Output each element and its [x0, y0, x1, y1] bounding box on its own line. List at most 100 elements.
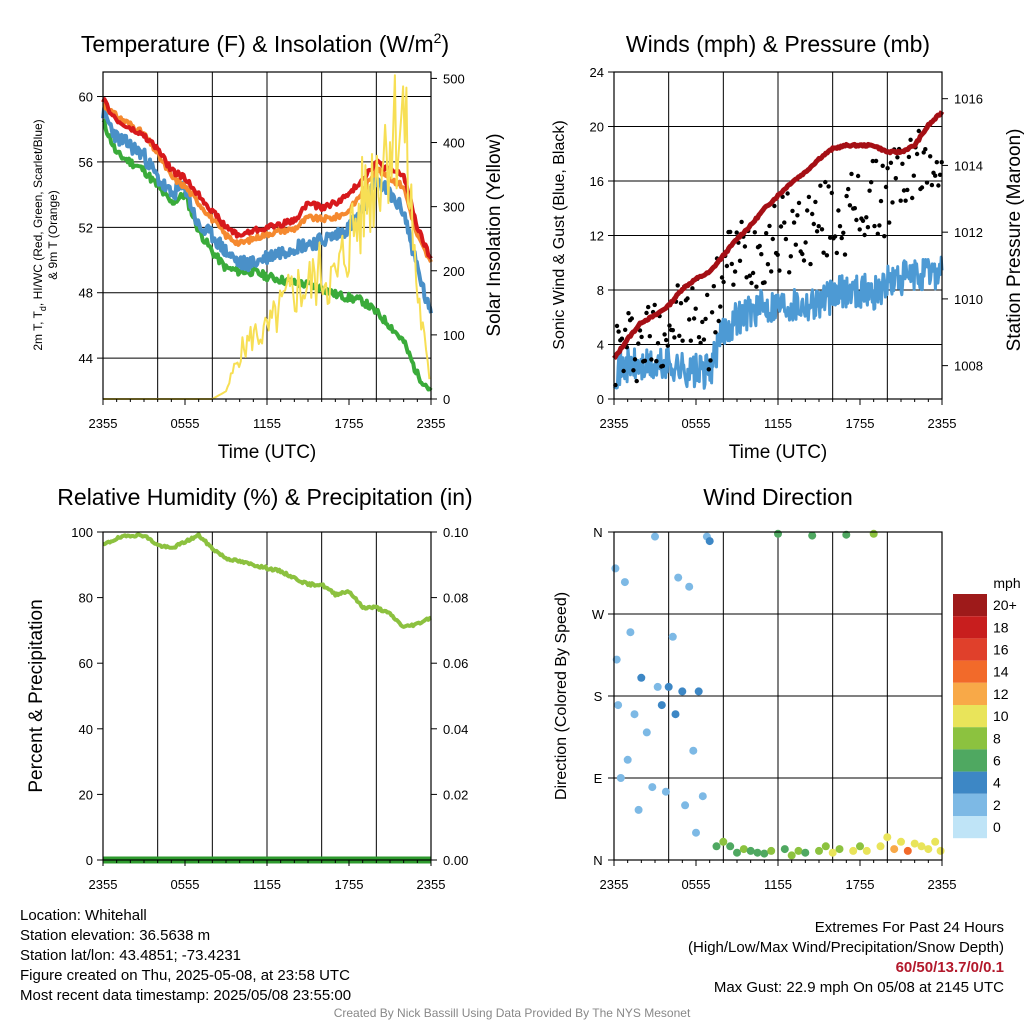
- gust-point-13: [634, 378, 639, 384]
- direction-point-44: [815, 846, 823, 855]
- gust-point-94: [767, 223, 772, 229]
- humidity-rtick-label-2: 0.04: [443, 722, 468, 737]
- gust-point-25: [654, 359, 659, 364]
- station-info: Location: Whitehall Station elevation: 3…: [20, 906, 351, 1006]
- gust-point-102: [780, 194, 785, 199]
- gust-point-117: [805, 208, 810, 213]
- colorbar-label-9: 2: [993, 797, 1001, 813]
- direction-ytick-label-2: S: [594, 689, 603, 704]
- gust-point-153: [864, 215, 869, 220]
- gust-point-59: [709, 310, 715, 315]
- pressure-line: [612, 110, 945, 361]
- figure-created: Figure created on Thu, 2025-05-08, at 23…: [20, 967, 350, 984]
- gust-point-88: [757, 243, 762, 249]
- humidity-xtick-label-0: 2355: [89, 877, 118, 892]
- temperature-xtick-label-3: 1755: [335, 416, 364, 431]
- gust-point-175: [900, 161, 905, 166]
- humidity-xtick-label-4: 2355: [417, 877, 446, 892]
- direction-point-28: [705, 537, 714, 546]
- humidity-ytick-label-4: 80: [79, 591, 93, 606]
- temperature-xtick-label-0: 2355: [89, 416, 118, 431]
- temperature-xtick-label-1: 0555: [171, 416, 200, 431]
- humidity-rtick-label-5: 0.10: [443, 525, 468, 540]
- humidity-xtick-label-1: 0555: [171, 877, 200, 892]
- gust-point-134: [832, 234, 838, 239]
- gust-point-93: [765, 262, 771, 267]
- gust-point-36: [672, 335, 677, 340]
- direction-ylabel-left: Direction (Colored By Speed): [553, 592, 570, 800]
- gust-point-85: [752, 230, 757, 235]
- winds-rtick-label-4: 1016: [954, 92, 983, 107]
- winds-ylabel-left: Sonic Wind & Gust (Blue, Black): [551, 120, 568, 349]
- gust-point-108: [790, 208, 795, 214]
- gust-point-198: [937, 172, 943, 177]
- gust-point-20: [646, 304, 651, 310]
- gust-point-162: [878, 198, 884, 204]
- gust-point-178: [905, 187, 910, 193]
- direction-point-57: [903, 846, 912, 855]
- temperature-xtick-label-4: 2355: [417, 416, 446, 431]
- direction-point-48: [842, 530, 851, 539]
- direction-point-24: [692, 828, 700, 837]
- humidity-ytick-label-5: 100: [71, 525, 93, 540]
- gust-point-39: [677, 333, 682, 338]
- gust-point-56: [705, 292, 710, 298]
- colorbar-swatch-6: [953, 727, 987, 750]
- gust-point-11: [631, 368, 636, 373]
- colorbar-swatch-5: [953, 705, 987, 728]
- gust-point-172: [895, 155, 900, 160]
- gust-point-82: [747, 273, 752, 278]
- station-location: Location: Whitehall: [20, 907, 147, 924]
- humidity-line: [102, 532, 432, 629]
- gust-point-73: [732, 269, 738, 274]
- direction-point-50: [856, 842, 864, 851]
- gust-point-61: [713, 330, 718, 335]
- winds-ytick-label-0: 0: [597, 392, 604, 407]
- gust-point-125: [818, 183, 823, 188]
- gust-point-76: [737, 258, 743, 263]
- gust-point-110: [793, 242, 798, 247]
- temperature-ylabel-left: 2m T, Td, HI/WC (Red, Green, Scarlet/Blu…: [31, 119, 48, 350]
- direction-point-30: [719, 837, 728, 846]
- direction-point-36: [760, 849, 769, 858]
- gust-point-144: [849, 171, 854, 177]
- winds-rtick-label-1: 1010: [954, 292, 983, 307]
- winds-xlabel: Time (UTC): [729, 442, 828, 463]
- gust-point-19: [644, 310, 649, 316]
- extremes-values: 60/50/13.7/0/0.1: [895, 959, 1004, 976]
- gust-point-60: [711, 284, 716, 289]
- gust-point-155: [867, 188, 872, 193]
- direction-point-2: [614, 701, 623, 710]
- direction-point-41: [794, 846, 803, 855]
- gust-point-169: [890, 200, 895, 205]
- colorbar-swatch-10: [953, 816, 987, 839]
- temperature-xlabel: Time (UTC): [218, 442, 317, 463]
- gust-point-115: [801, 258, 807, 263]
- direction-point-60: [924, 845, 933, 854]
- gust-point-123: [814, 229, 820, 234]
- gust-point-118: [806, 194, 812, 200]
- direction-point-59: [917, 842, 926, 851]
- direction-ytick-label-0: N: [593, 853, 602, 868]
- gust-point-126: [819, 227, 825, 232]
- gust-point-46: [688, 338, 693, 343]
- gust-point-158: [872, 223, 877, 229]
- colorbar-label-10: 0: [993, 819, 1001, 835]
- gust-point-52: [698, 340, 703, 346]
- gust-point-156: [869, 180, 874, 185]
- gust-point-26: [655, 341, 661, 346]
- direction-point-13: [653, 682, 662, 691]
- gust-point-112: [796, 200, 802, 206]
- direction-point-34: [746, 846, 755, 855]
- direction-point-62: [936, 846, 945, 855]
- direction-point-11: [648, 783, 657, 792]
- gust-point-146: [852, 206, 857, 211]
- direction-xtick-label-4: 2355: [928, 877, 957, 892]
- gust-point-168: [888, 160, 894, 165]
- winds-rtick-label-0: 1008: [954, 359, 983, 374]
- gust-point-57: [706, 367, 711, 372]
- gust-point-189: [923, 147, 928, 152]
- direction-point-14: [657, 701, 666, 710]
- gust-point-147: [854, 217, 859, 223]
- colorbar-label-0: 20+: [993, 597, 1017, 613]
